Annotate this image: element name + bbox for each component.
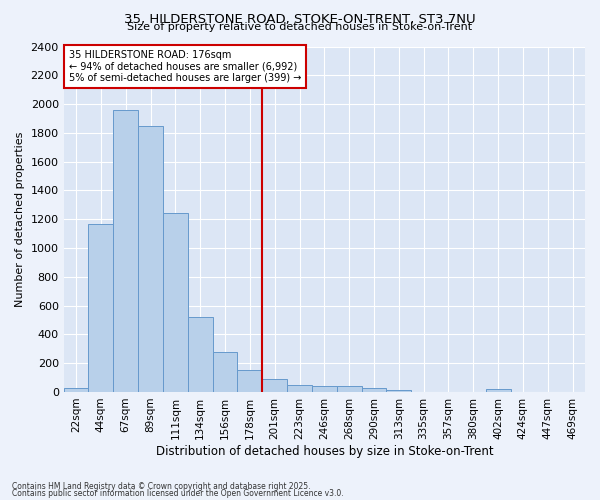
Bar [138,126,163,392]
Bar [188,317,212,392]
Bar [163,214,188,392]
Bar [262,379,287,392]
Bar [212,352,238,392]
Bar [113,110,138,392]
Bar [88,224,113,392]
Text: Contains public sector information licensed under the Open Government Licence v3: Contains public sector information licen… [12,489,344,498]
Bar [312,386,337,392]
Text: Size of property relative to detached houses in Stoke-on-Trent: Size of property relative to detached ho… [127,22,473,32]
Bar [485,390,511,392]
Bar [386,390,411,392]
Bar [362,388,386,392]
Text: 35, HILDERSTONE ROAD, STOKE-ON-TRENT, ST3 7NU: 35, HILDERSTONE ROAD, STOKE-ON-TRENT, ST… [124,12,476,26]
Bar [64,388,88,392]
X-axis label: Distribution of detached houses by size in Stoke-on-Trent: Distribution of detached houses by size … [155,444,493,458]
Text: 35 HILDERSTONE ROAD: 176sqm
← 94% of detached houses are smaller (6,992)
5% of s: 35 HILDERSTONE ROAD: 176sqm ← 94% of det… [69,50,301,83]
Bar [287,385,312,392]
Bar [238,370,262,392]
Bar [337,386,362,392]
Text: Contains HM Land Registry data © Crown copyright and database right 2025.: Contains HM Land Registry data © Crown c… [12,482,311,491]
Y-axis label: Number of detached properties: Number of detached properties [15,132,25,307]
